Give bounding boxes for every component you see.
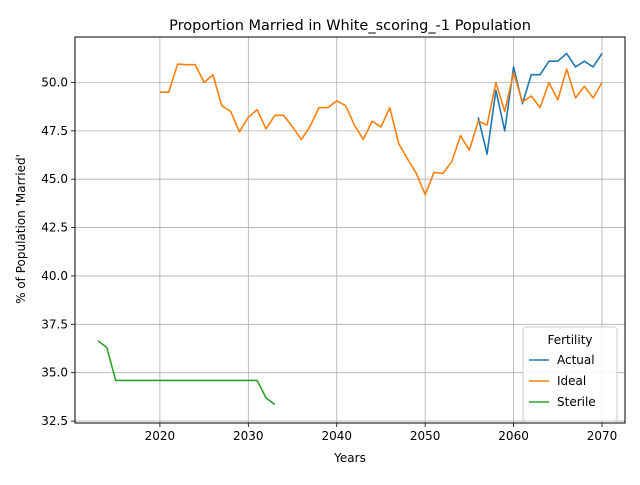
y-tick-label: 45.0 [41,172,68,186]
y-axis-label: % of Population 'Married' [14,154,28,304]
plot-frame [74,36,626,424]
series-lines [97,52,603,406]
series-line-actual [477,52,603,155]
y-tick-label: 37.5 [41,317,68,331]
series-line-sterile [97,340,276,406]
y-tick-label: 32.5 [41,414,68,428]
legend-entries: Actual Ideal Sterile [529,353,596,409]
x-tick-label: 2040 [321,429,352,443]
legend: Fertility Actual Ideal Sterile [522,326,618,422]
legend-label-sterile: Sterile [557,395,596,409]
x-tick-label: 2060 [498,429,529,443]
chart-title: Proportion Married in White_scoring_-1 P… [169,18,531,34]
y-tick-label: 50.0 [41,75,68,89]
axes: 2020 2030 2040 2050 2060 2070 32.5 35.0 37.5 40.0… [41,75,617,443]
y-tick-label: 40.0 [41,269,68,283]
legend-box [522,326,618,422]
legend-label-ideal: Ideal [557,374,586,388]
x-tick-label: 2020 [145,429,176,443]
series-line-ideal [159,63,603,196]
x-tick-label: 2050 [410,429,441,443]
x-tick-label: 2030 [233,429,264,443]
y-tick-label: 42.5 [41,221,68,235]
legend-label-actual: Actual [557,353,595,367]
x-tick-label: 2070 [587,429,618,443]
y-tick-label: 47.5 [41,124,68,138]
x-axis-label: Years [333,451,366,465]
legend-title: Fertility [547,333,592,347]
y-tick-label: 35.0 [41,366,68,380]
